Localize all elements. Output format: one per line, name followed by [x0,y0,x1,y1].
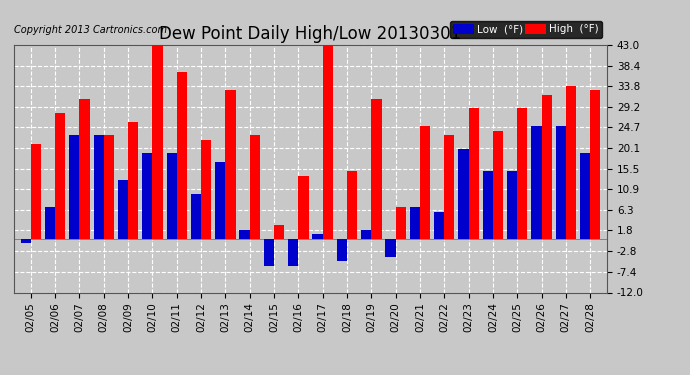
Bar [250,135,260,238]
Bar [323,45,333,238]
Bar [444,135,455,238]
Bar [191,194,201,238]
Legend: Low  (°F), High  (°F): Low (°F), High (°F) [450,21,602,38]
Bar [177,72,187,238]
Bar [371,99,382,238]
Bar [288,238,298,266]
Bar [566,86,576,238]
Bar [458,148,469,238]
Bar [152,32,163,239]
Bar [55,112,66,238]
Bar [361,230,371,238]
Bar [239,230,250,238]
Title: Dew Point Daily High/Low 20130301: Dew Point Daily High/Low 20130301 [159,26,462,44]
Bar [128,122,138,238]
Bar [69,135,79,238]
Bar [395,207,406,238]
Bar [274,225,284,238]
Bar [264,238,274,266]
Bar [337,238,347,261]
Bar [518,108,527,238]
Bar [21,238,31,243]
Bar [298,176,308,238]
Bar [420,126,430,238]
Bar [31,144,41,238]
Bar [104,135,114,238]
Bar [94,135,104,238]
Bar [580,153,590,238]
Bar [313,234,323,238]
Bar [555,126,566,238]
Bar [469,108,479,238]
Bar [347,171,357,238]
Bar [79,99,90,238]
Bar [226,90,235,238]
Bar [434,211,444,238]
Bar [166,153,177,238]
Bar [590,90,600,238]
Bar [201,140,211,238]
Bar [45,207,55,238]
Bar [410,207,420,238]
Bar [118,180,128,238]
Bar [142,153,152,238]
Bar [215,162,226,238]
Bar [507,171,518,238]
Bar [386,238,395,256]
Text: Copyright 2013 Cartronics.com: Copyright 2013 Cartronics.com [14,25,167,35]
Bar [531,126,542,238]
Bar [483,171,493,238]
Bar [542,94,552,238]
Bar [493,130,503,238]
